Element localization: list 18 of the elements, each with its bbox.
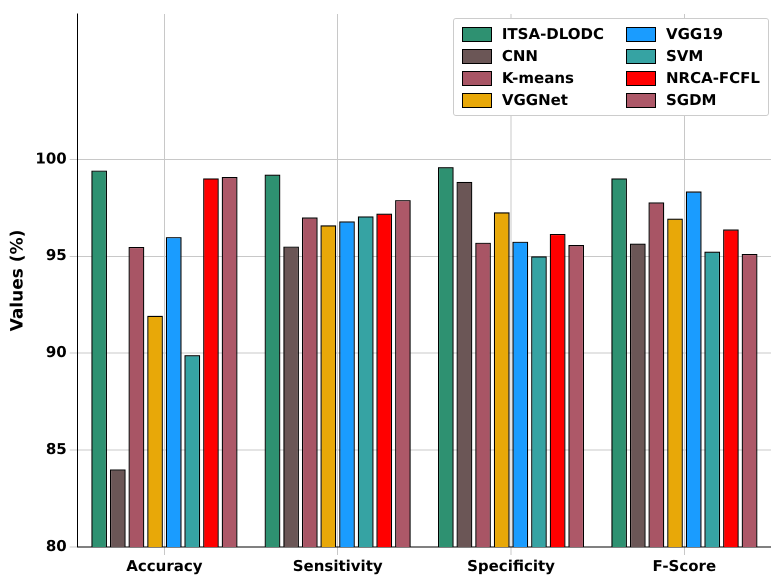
legend-label: SVM [666,47,704,65]
y-tick-label: 80 [46,536,67,555]
x-tick-label: Accuracy [126,556,203,575]
y-tick-label: 85 [46,440,67,458]
x-tick-label: Sensitivity [292,556,383,575]
legend-label: NRCA-FCFL [666,69,760,87]
y-axis-title: Values (%) [8,230,28,332]
y-tick-label: 100 [35,149,67,168]
x-tick-label: Specificity [467,556,556,575]
y-tick-label: 90 [46,343,67,362]
legend-label: VGG19 [666,25,724,43]
legend-label: K-means [502,69,574,87]
legend-label: CNN [502,47,538,65]
legend-label: SGDM [666,91,716,109]
x-tick-label: F-Score [652,556,716,575]
legend-label: ITSA-DLODC [502,25,604,43]
y-tick-label: 95 [46,246,67,264]
legend-label: VGGNet [502,91,568,109]
